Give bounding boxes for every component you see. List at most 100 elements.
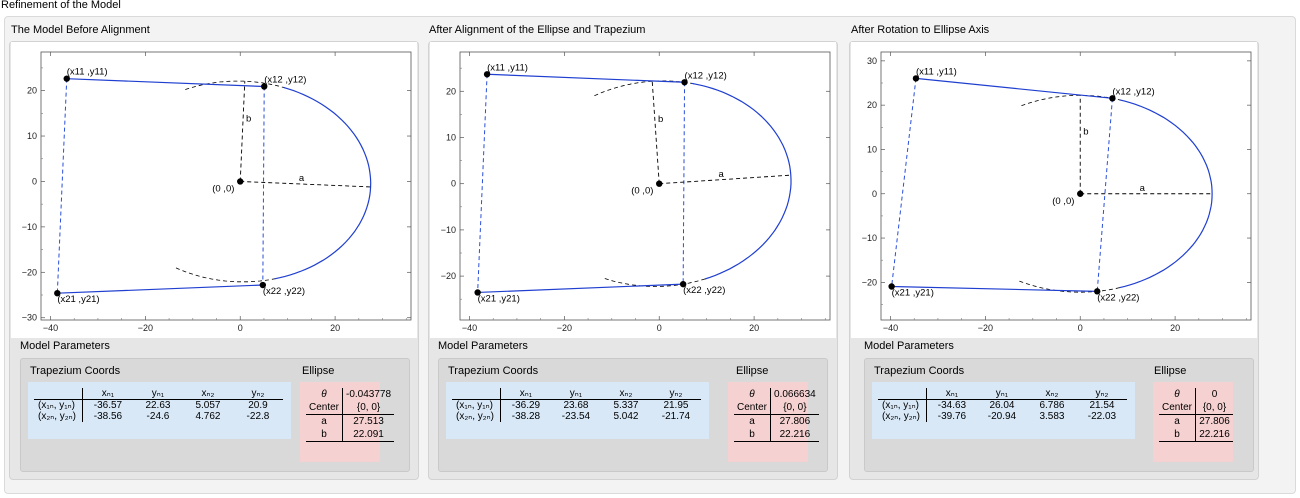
semi-axis-b-label: b [658, 114, 663, 125]
y-tick-label: −10 [441, 225, 456, 235]
trapezium-coords-title: Trapezium Coords [448, 365, 539, 377]
ellipse-dashed-lower [175, 267, 278, 283]
cell: 21.95 [663, 400, 689, 411]
b-label: b [1159, 428, 1197, 442]
y-tick-label: −20 [22, 267, 37, 277]
b-value: 22.091 [342, 428, 395, 442]
semi-axis-a-label: a [1140, 183, 1146, 194]
point-21-label: (x21 ,y21) [57, 294, 99, 305]
col-header: yₙ₂ [650, 388, 701, 400]
table-row: (x₁ₙ, y₁ₙ) -36.57 22.63 5.057 20.9 [34, 399, 283, 411]
theta-label: θ [734, 388, 772, 401]
point-12-marker [681, 79, 688, 86]
a-value: 27.806 [779, 416, 811, 427]
plot-frame [880, 51, 1252, 321]
cell: 5.057 [195, 400, 221, 411]
center-value: {0, 0} [1195, 401, 1233, 415]
y-tick-label: 0 [451, 179, 456, 189]
plot-svg: −40 −20 0 20 −30 −20 −10 0 10 20 a b (0 ,0) (x11 ,y11… [22, 51, 412, 333]
b-label: b [306, 428, 344, 442]
ellipse-table: θ -0.043778 Center {0, 0} a 27.513 b 22.091 [306, 388, 395, 442]
theta-value: 0 [1211, 389, 1218, 400]
col-header: xₙ₂ [1026, 388, 1077, 400]
plot-rotated[interactable]: −40 −20 0 20 −20 −10 0 10 20 30 a b (0 ,0) (x11 ,y11)… [851, 42, 1257, 338]
point-21-marker [474, 289, 481, 296]
x-tick-label: −20 [138, 323, 153, 333]
x-tick-label: −20 [978, 323, 993, 333]
b-value: 22.216 [770, 428, 819, 442]
semi-axis-b [239, 81, 246, 182]
point-22-label: (x22 ,y22) [1097, 292, 1139, 303]
theta-label: θ [1159, 388, 1197, 401]
trapezium-top-edge [487, 73, 685, 83]
x-tick-label: −20 [557, 323, 572, 333]
trapezium-top-edge [66, 78, 265, 88]
trapezium-coords-title: Trapezium Coords [30, 365, 121, 377]
y-tick-label: 20 [27, 86, 37, 96]
cell: -38.56 [93, 411, 123, 422]
y-tick-label: 30 [867, 56, 877, 66]
point-12-marker [261, 83, 268, 90]
semi-axis-b-label: b [246, 113, 251, 124]
point-11-marker [63, 75, 70, 82]
cell: -24.6 [146, 411, 170, 422]
point-12-label: (x12 ,y12) [264, 75, 306, 86]
point-12-label: (x12 ,y12) [685, 70, 727, 81]
point-21-marker [888, 283, 895, 290]
trapezium-table: xₙ₁ yₙ₁ xₙ₂ yₙ₂ (x₁ₙ, y₁ₙ) -36.57 22.63 … [34, 388, 283, 422]
col-header: xₙ₂ [182, 388, 233, 400]
trapezium-coords-box: xₙ₁ yₙ₁ xₙ₂ yₙ₂ (x₁ₙ, y₁ₙ) -34.63 26.04 … [872, 382, 1135, 439]
table-corner [34, 388, 83, 400]
table-row: (x₁ₙ, y₁ₙ) -36.29 23.68 5.337 21.95 [452, 399, 701, 411]
model-parameters-title: Model Parameters [438, 340, 528, 352]
a-value: 27.513 [353, 416, 384, 427]
plot-svg: −40 −20 0 20 −20 −10 0 10 20 30 a b (0 ,0) (x11 ,y11)… [862, 51, 1252, 333]
cell: -36.29 [511, 400, 541, 411]
col-header: yₙ₁ [132, 388, 183, 400]
b-value: 22.216 [1195, 428, 1233, 442]
ellipse-box: θ 0.066634 Center {0, 0} a 27.806 b 22.216 [728, 382, 819, 462]
point-21-label: (x21 ,y21) [892, 288, 934, 299]
cell: 21.54 [1089, 400, 1115, 411]
point-22-marker [1094, 288, 1101, 295]
origin-marker [1077, 190, 1084, 197]
plot-aligned[interactable]: −40 −20 0 20 −20 −10 0 10 20 a b (0 ,0) (x11 ,y11) (x… [430, 42, 836, 338]
trapezium-coords-box: xₙ₁ yₙ₁ xₙ₂ yₙ₂ (x₁ₙ, y₁ₙ) -36.57 22.63 … [28, 382, 291, 439]
cell: -20.94 [987, 411, 1017, 422]
semi-axis-b [651, 81, 660, 184]
cell: 20.9 [248, 400, 268, 411]
trapezium-left-edge [477, 74, 488, 293]
ellipse-title: Ellipse [1154, 365, 1187, 377]
x-tick-label: −40 [883, 323, 898, 333]
cell: -21.74 [661, 411, 691, 422]
origin-label: (0 ,0) [1052, 196, 1074, 207]
row-label: (x₁ₙ, y₁ₙ) [34, 399, 83, 411]
point-11-label: (x11 ,y11) [916, 66, 957, 77]
table-corner [878, 388, 927, 400]
point-11-label: (x11 ,y11) [487, 62, 528, 73]
ellipse-box: θ -0.043778 Center {0, 0} a 27.513 b 22.091 [300, 382, 395, 462]
row-label: (x₁ₙ, y₁ₙ) [452, 399, 501, 411]
point-22-marker [679, 280, 687, 288]
y-tick-label: −20 [862, 277, 877, 287]
ellipse-table: θ 0.066634 Center {0, 0} a 27.806 b 22.216 [734, 388, 819, 442]
plot-before[interactable]: −40 −20 0 20 −30 −20 −10 0 10 20 a b (0 ,0) (x11 ,y11… [11, 42, 417, 338]
col-header: yₙ₂ [232, 388, 283, 400]
y-tick-label: 10 [867, 144, 877, 154]
ellipse-title: Ellipse [736, 365, 769, 377]
col-header: yₙ₂ [1076, 388, 1127, 400]
row-label: (x₁ₙ, y₁ₙ) [878, 399, 927, 411]
col-header: xₙ₁ [82, 388, 133, 400]
a-label: a [734, 414, 772, 428]
point-11-label: (x11 ,y11) [67, 67, 108, 78]
center-label: Center [306, 401, 344, 415]
plot-frame [459, 51, 831, 321]
row-label: (x₂ₙ, y₂ₙ) [878, 411, 927, 422]
a-value: 27.806 [1199, 416, 1230, 427]
theta-value: -0.043778 [346, 389, 392, 400]
point-11-marker [483, 71, 491, 78]
cell: 4.762 [195, 411, 221, 422]
x-tick-label: 20 [330, 323, 340, 333]
cell: 3.583 [1039, 411, 1065, 422]
point-22-label: (x22 ,y22) [263, 286, 305, 297]
